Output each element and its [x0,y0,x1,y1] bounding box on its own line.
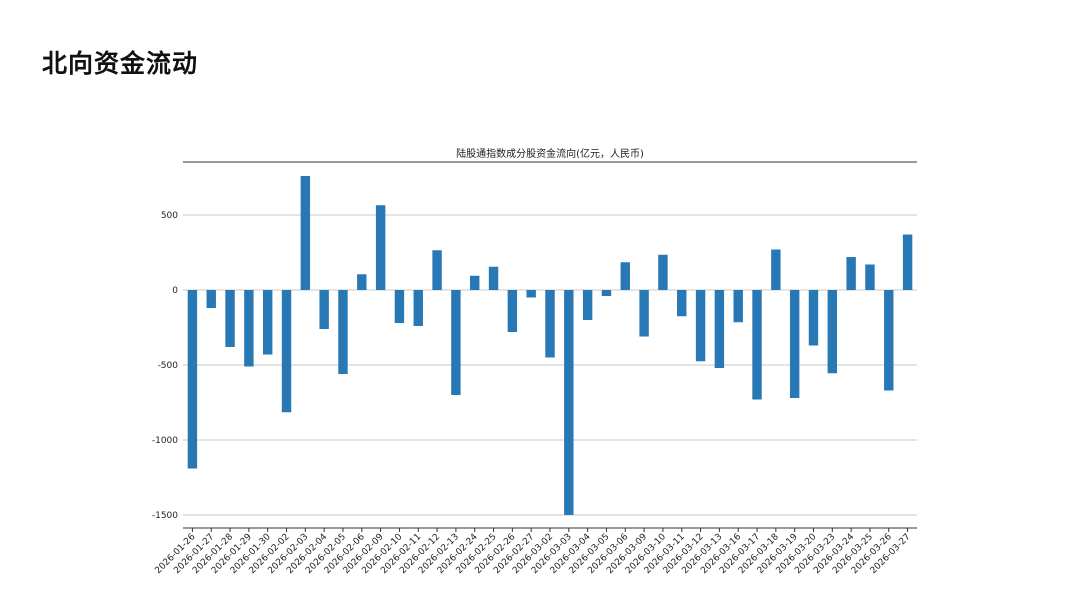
bar [488,266,499,290]
bar [319,290,329,329]
bar [827,290,838,374]
bar [714,290,725,368]
bar [771,249,781,290]
bar [338,290,348,374]
bar [564,290,574,515]
bar [658,254,668,290]
bar [620,262,630,290]
bar [582,290,593,320]
bar [394,290,405,323]
bar [432,250,442,290]
bars [187,176,913,515]
bar [902,234,913,290]
y-tick-label: -500 [158,361,179,371]
bar [244,290,254,367]
bar [281,290,292,413]
chart-title: 陆股通指数成分股资金流向(亿元，人民币) [456,147,644,160]
y-tick-label: 500 [161,211,178,221]
bar [300,176,311,290]
y-axis: -1500 -1000 -500 0 500 [152,211,178,521]
bar [865,264,875,290]
bar [846,257,856,290]
bar [601,290,612,296]
bar [526,290,536,298]
bar [357,274,367,290]
bar [451,290,461,395]
y-tick-label: -1000 [152,436,178,446]
bar [225,290,235,347]
bar [375,205,386,290]
bar [206,290,216,308]
bar [789,290,800,398]
x-axis: 2026-01-262026-01-272026-01-282026-01-29… [153,527,917,576]
y-tick-label: 0 [172,286,178,296]
bar [413,290,423,326]
page-title: 北向资金流动 [42,49,199,78]
bar [262,290,273,355]
grid-lines [183,161,917,516]
bar [470,275,480,290]
bar [639,290,649,337]
bar [507,290,518,332]
y-tick-label: -1500 [152,511,178,521]
bar [695,290,706,362]
bar [733,290,743,323]
bar [677,290,687,317]
bar [808,290,819,346]
bar [545,290,555,358]
bar [187,290,198,469]
bar [752,290,762,400]
bar [884,290,894,391]
